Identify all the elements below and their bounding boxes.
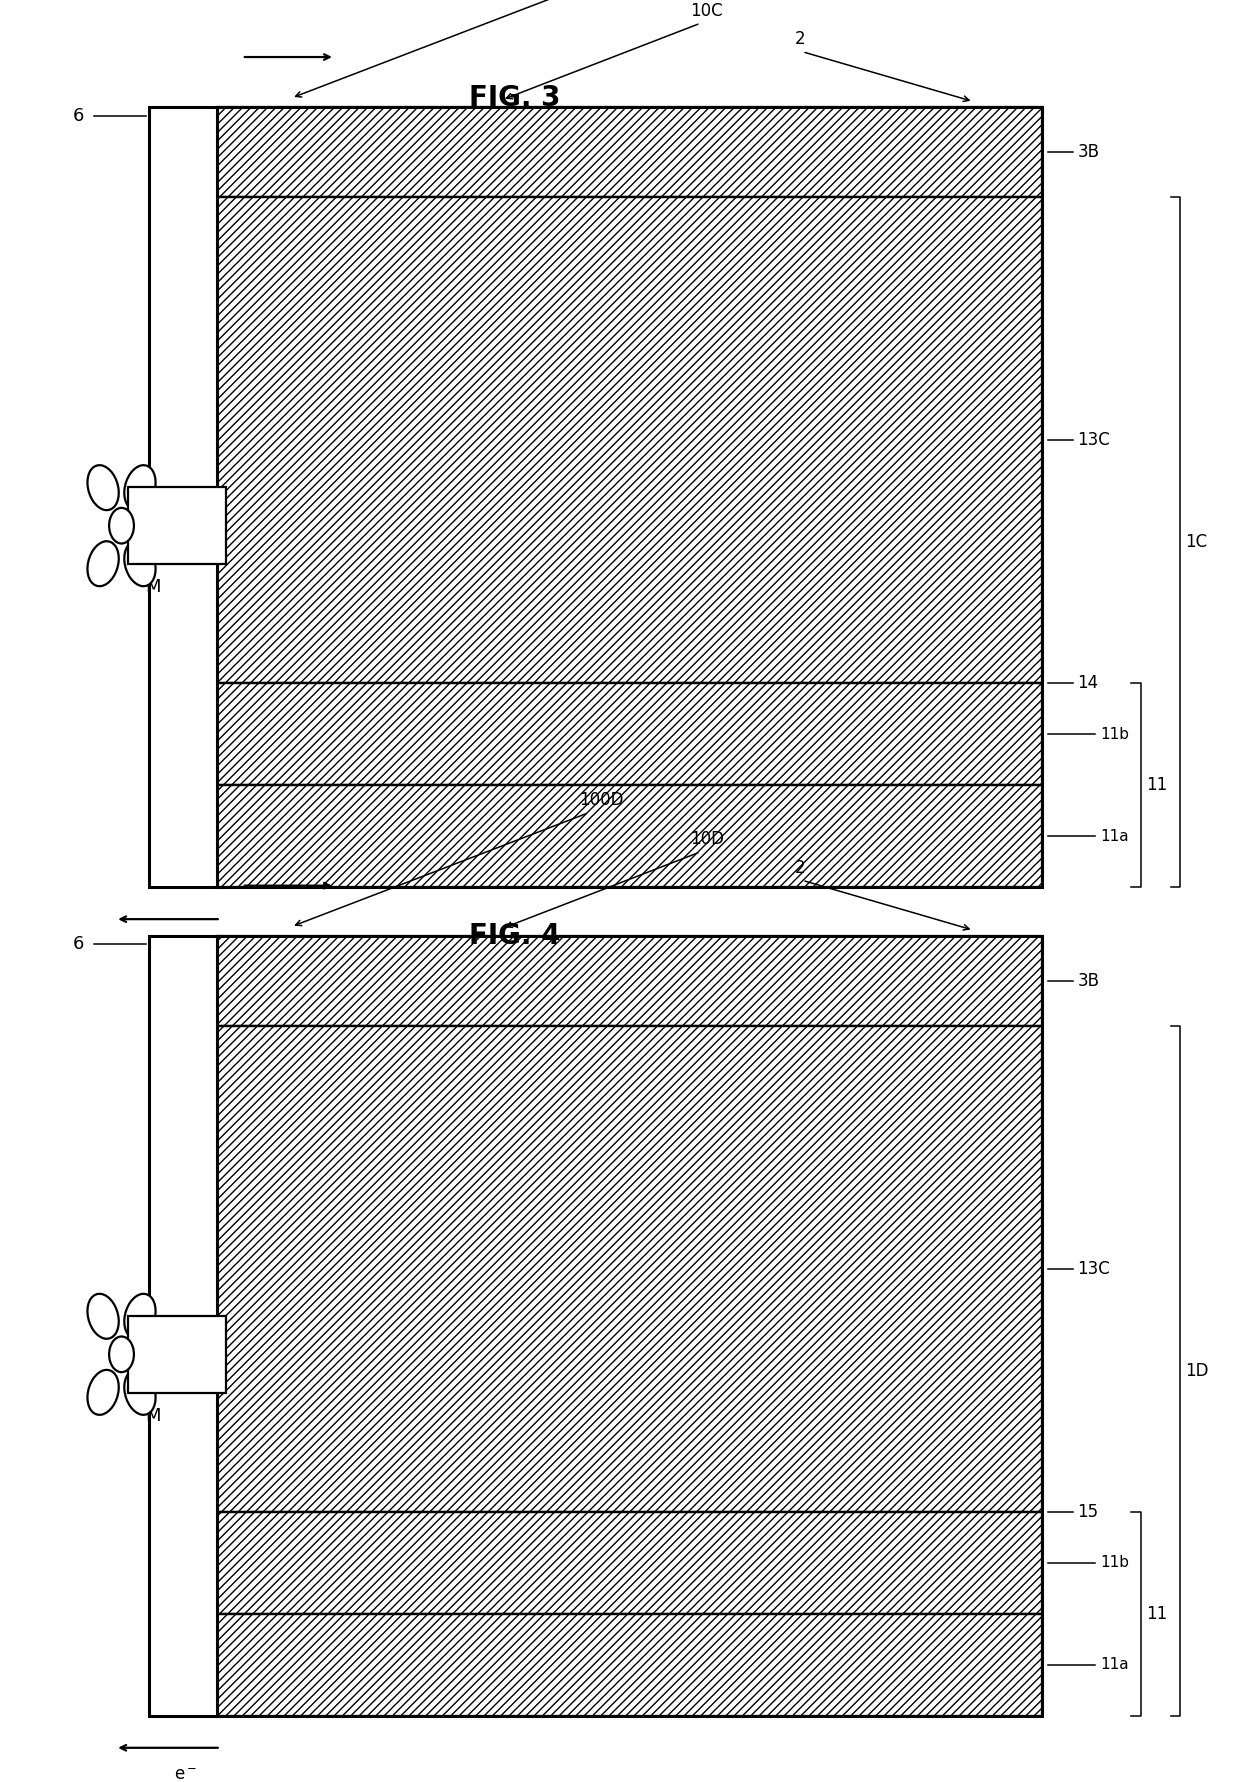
Ellipse shape [124, 465, 155, 510]
Text: 11: 11 [1146, 777, 1167, 795]
Text: 11a: 11a [1100, 829, 1128, 843]
Circle shape [109, 1336, 134, 1372]
Text: 3B: 3B [1078, 971, 1100, 989]
Bar [217, 936, 1042, 1026]
Text: 13C: 13C [1078, 431, 1110, 449]
Text: 6: 6 [73, 107, 84, 125]
Text: 1C: 1C [1185, 533, 1208, 551]
Text: 3B: 3B [1078, 143, 1100, 160]
Bar [149, 107, 217, 887]
Text: 14: 14 [1078, 674, 1099, 691]
Text: 2: 2 [795, 859, 805, 877]
Text: FIG. 3: FIG. 3 [469, 84, 560, 112]
Ellipse shape [88, 542, 119, 586]
Bar [217, 1026, 1042, 1511]
Text: 15: 15 [1078, 1502, 1099, 1520]
Text: FIG. 4: FIG. 4 [469, 921, 560, 950]
Text: M: M [145, 579, 160, 597]
Text: 13C: 13C [1078, 1260, 1110, 1278]
Ellipse shape [124, 1370, 155, 1415]
Bar [128, 486, 226, 565]
Text: 11b: 11b [1100, 1556, 1128, 1570]
Text: M: M [145, 1408, 160, 1426]
Bar [217, 107, 1042, 887]
Circle shape [109, 508, 134, 544]
Text: 11a: 11a [1100, 1657, 1128, 1672]
Ellipse shape [88, 1294, 119, 1338]
Bar [217, 936, 1042, 1716]
Text: 2: 2 [795, 30, 805, 48]
Bar [217, 107, 1042, 198]
Text: e$^-$: e$^-$ [175, 1766, 197, 1782]
Bar [149, 936, 217, 1716]
Ellipse shape [88, 465, 119, 510]
Bar [128, 1315, 226, 1394]
Text: 1D: 1D [1185, 1361, 1209, 1379]
Ellipse shape [88, 1370, 119, 1415]
Text: 6: 6 [73, 936, 84, 953]
Text: 100D: 100D [579, 791, 624, 809]
Bar [217, 198, 1042, 683]
Bar [217, 786, 1042, 887]
Bar [217, 1614, 1042, 1716]
Text: 11: 11 [1146, 1606, 1167, 1623]
Bar [217, 683, 1042, 786]
Ellipse shape [124, 542, 155, 586]
Text: e$^-$: e$^-$ [175, 937, 197, 955]
Ellipse shape [124, 1294, 155, 1338]
Text: 10C: 10C [691, 2, 723, 20]
Bar [217, 1511, 1042, 1614]
Text: 11b: 11b [1100, 727, 1128, 741]
Text: 10D: 10D [689, 830, 724, 848]
